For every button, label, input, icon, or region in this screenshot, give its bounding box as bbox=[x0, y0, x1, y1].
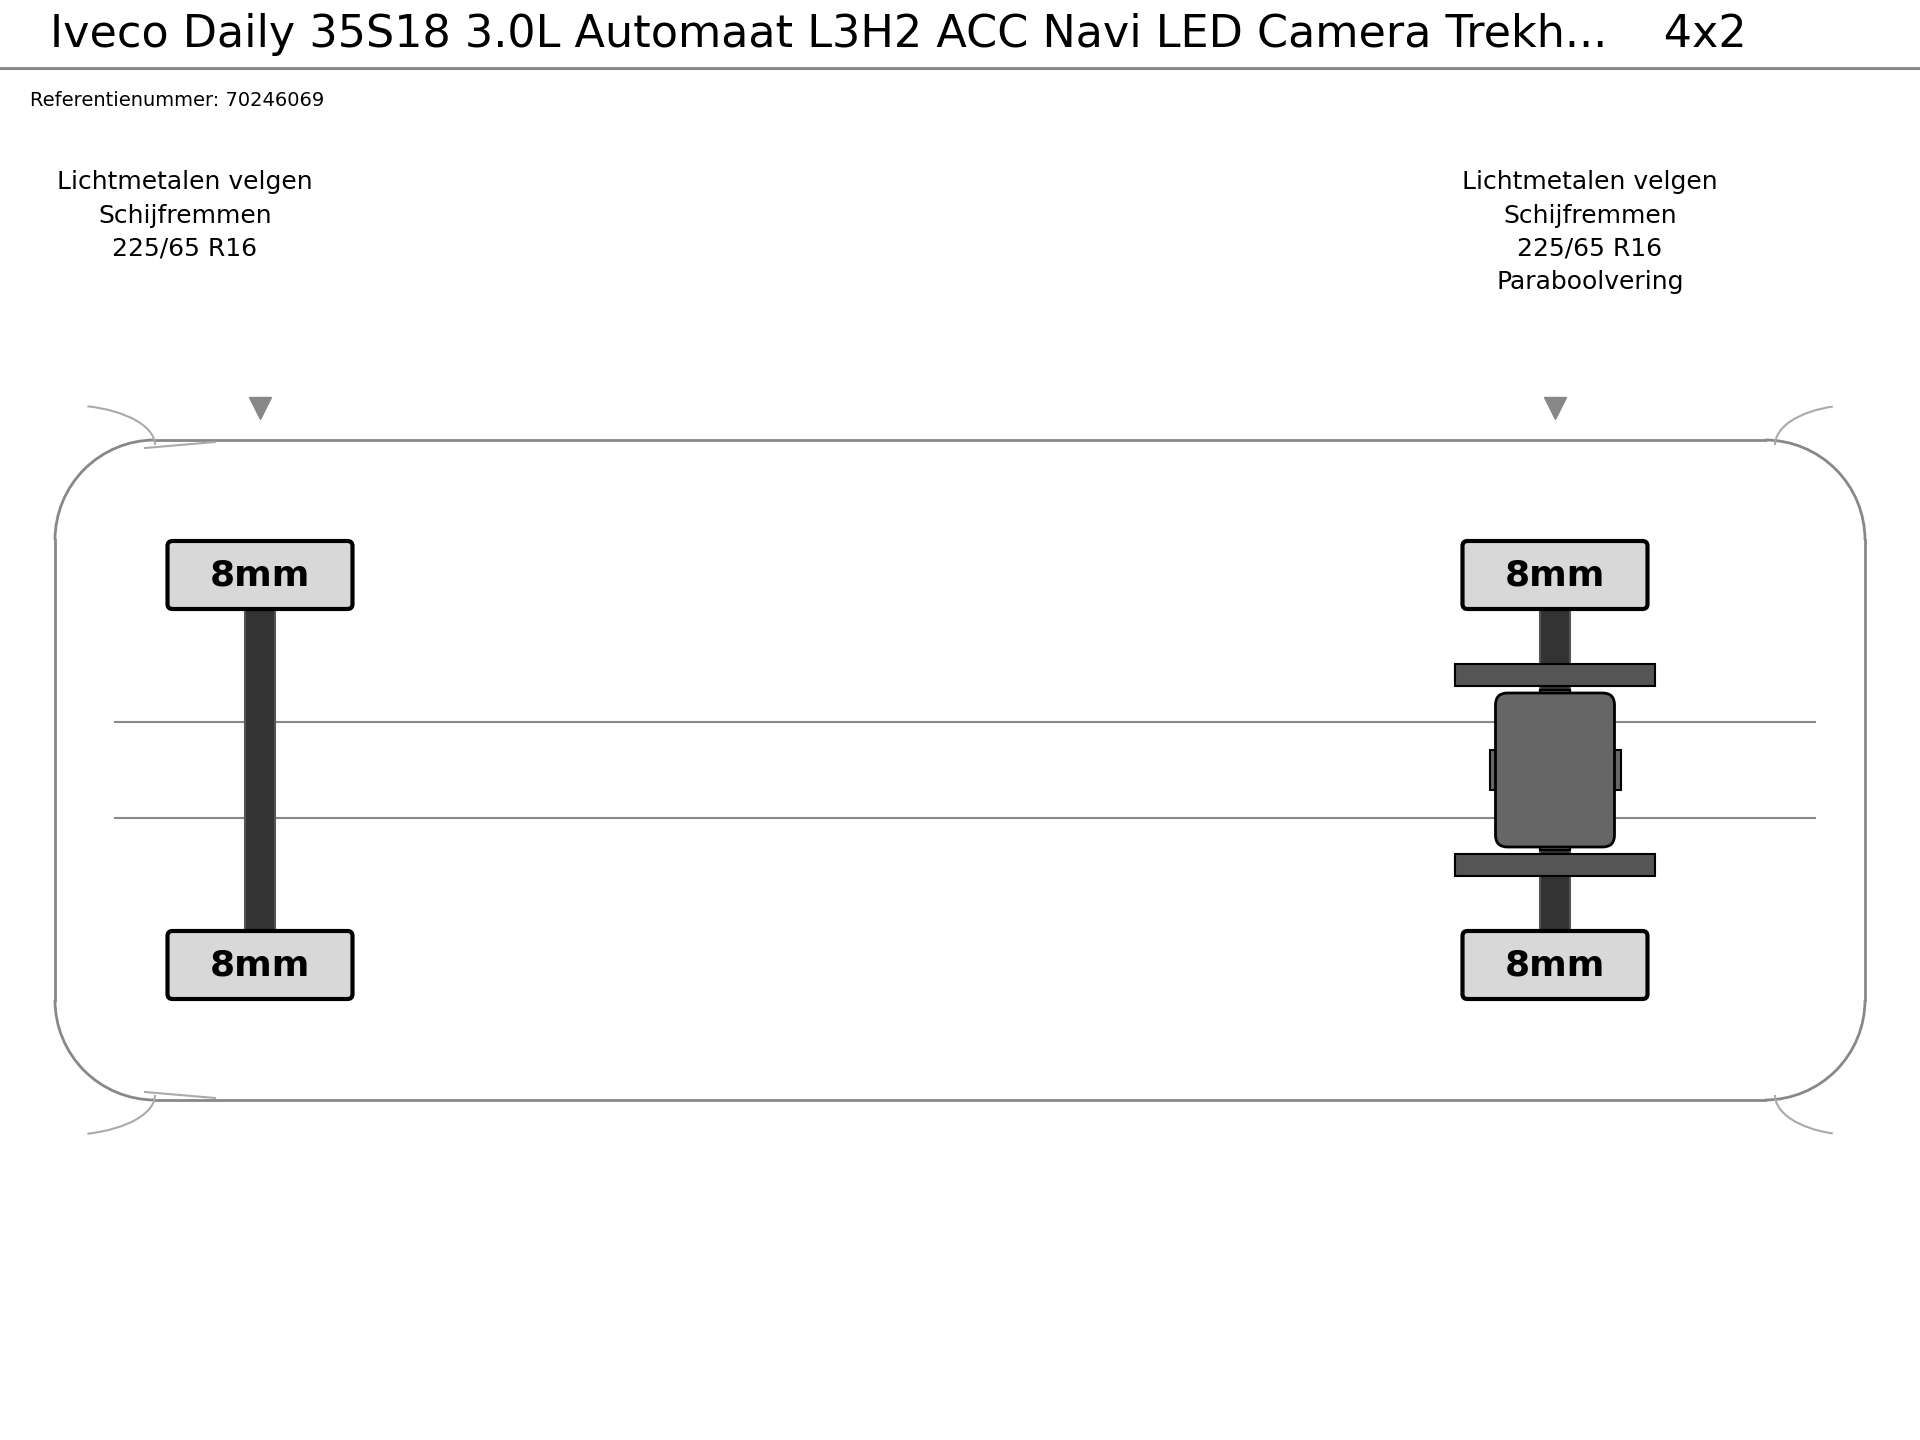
Bar bbox=[0, 0, 1920, 68]
FancyBboxPatch shape bbox=[167, 932, 353, 999]
Text: 8mm: 8mm bbox=[209, 948, 311, 982]
FancyBboxPatch shape bbox=[1463, 541, 1647, 609]
FancyBboxPatch shape bbox=[1463, 932, 1647, 999]
Bar bbox=[1540, 690, 1571, 710]
FancyBboxPatch shape bbox=[167, 541, 353, 609]
Text: 8mm: 8mm bbox=[1505, 557, 1605, 592]
Text: 8mm: 8mm bbox=[1505, 948, 1605, 982]
Bar bbox=[1605, 750, 1620, 791]
Text: Iveco Daily 35S18 3.0L Automaat L3H2 ACC Navi LED Camera Trekh...    4x2: Iveco Daily 35S18 3.0L Automaat L3H2 ACC… bbox=[50, 13, 1747, 56]
FancyBboxPatch shape bbox=[1496, 693, 1615, 847]
Bar bbox=[1455, 664, 1655, 685]
Text: 8mm: 8mm bbox=[209, 557, 311, 592]
Bar bbox=[1455, 854, 1655, 876]
Bar bbox=[246, 575, 275, 965]
Text: Referentienummer: 70246069: Referentienummer: 70246069 bbox=[31, 91, 324, 109]
Bar bbox=[1540, 829, 1571, 850]
Bar bbox=[1540, 575, 1571, 965]
Bar bbox=[1490, 750, 1505, 791]
Text: Lichtmetalen velgen
Schijfremmen
225/65 R16: Lichtmetalen velgen Schijfremmen 225/65 … bbox=[58, 170, 313, 261]
Text: Lichtmetalen velgen
Schijfremmen
225/65 R16
Paraboolvering: Lichtmetalen velgen Schijfremmen 225/65 … bbox=[1463, 170, 1718, 295]
